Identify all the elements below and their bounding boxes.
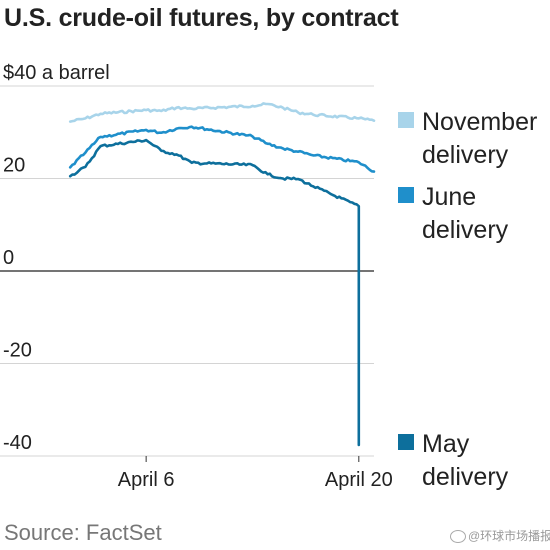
legend-swatch-may <box>398 434 414 450</box>
watermark-text: @环球市场播报 <box>468 529 550 543</box>
x-tick-label: April 20 <box>325 469 393 491</box>
x-ticks: April 6 April 20 <box>118 456 393 491</box>
legend-swatch-november <box>398 112 414 128</box>
y-tick-label: -20 <box>3 340 32 362</box>
chart-svg: $40 a barrel 20 0 -20 -40 April 6 April 20 <box>0 62 393 491</box>
legend-label-november-line1: November <box>422 108 538 136</box>
series-lines <box>68 102 376 447</box>
y-tick-label: $40 a barrel <box>3 62 110 84</box>
y-tick-label: 0 <box>3 247 14 269</box>
legend-label-may-line1: May <box>422 430 470 458</box>
legend-label-november-line2: delivery <box>422 141 509 169</box>
legend-label-june-line2: delivery <box>422 216 509 244</box>
watermark: @环球市场播报 <box>450 527 550 544</box>
x-tick-label: April 6 <box>118 469 175 491</box>
source-note: Source: FactSet <box>4 520 162 545</box>
legend-label-may-line2: delivery <box>422 463 509 491</box>
y-tick-label: 20 <box>3 155 25 177</box>
legend-label-june-line1: June <box>422 183 477 211</box>
chart-title: U.S. crude-oil futures, by contract <box>4 4 399 32</box>
gridlines <box>0 85 374 457</box>
y-tick-label: -40 <box>3 432 32 454</box>
series-line-november <box>68 102 376 123</box>
weibo-icon <box>450 530 466 544</box>
y-tick-labels: $40 a barrel 20 0 -20 -40 <box>3 62 110 454</box>
series-line-june <box>68 125 376 173</box>
series-line-may <box>68 138 361 447</box>
legend-swatch-june <box>398 187 414 203</box>
